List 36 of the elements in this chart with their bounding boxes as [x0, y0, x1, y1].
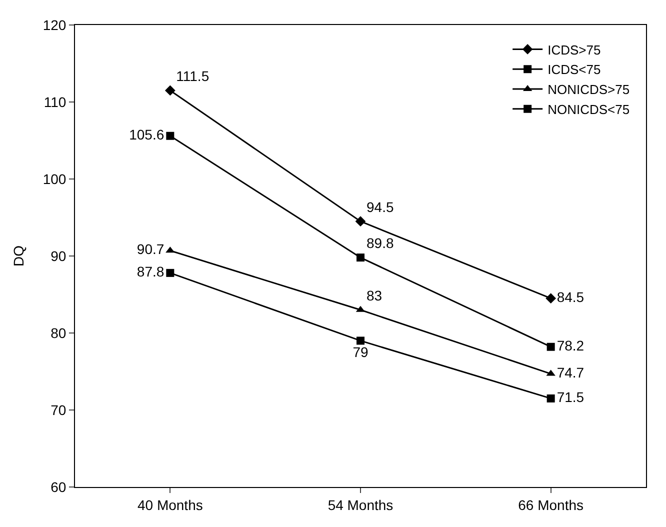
- point: [355, 216, 366, 227]
- legend-label: ICDS<75: [548, 62, 601, 78]
- y-tick-label: 90: [50, 248, 66, 264]
- data-label: 111.5: [176, 68, 210, 84]
- data-label: 79: [352, 344, 368, 360]
- data-label: 71.5: [556, 388, 584, 405]
- x-tick-label: 40 Months: [137, 496, 203, 513]
- point: [166, 268, 174, 277]
- legend-label: ICDS>75: [548, 42, 601, 58]
- data-label: 84.5: [556, 288, 584, 305]
- point: [546, 293, 556, 304]
- data-label: 105.6: [129, 126, 164, 142]
- y-tick-label: 80: [50, 324, 66, 341]
- y-tick-label: 70: [50, 402, 66, 418]
- legend-label: NONICDS<75: [548, 102, 630, 117]
- data-label: 87.8: [136, 263, 164, 280]
- point: [166, 132, 174, 140]
- data-label: 89.8: [366, 235, 394, 252]
- y-tick-label: 110: [44, 94, 66, 110]
- y-tick-label: 100: [42, 170, 66, 187]
- data-label: 94.5: [366, 198, 394, 215]
- y-axis-title: DQ: [10, 245, 26, 266]
- x-tick-label: 66 Months: [518, 496, 584, 513]
- point: [356, 336, 364, 345]
- data-label: 83: [366, 287, 382, 304]
- y-tick-label: 60: [50, 478, 66, 495]
- data-label: 90.7: [136, 241, 164, 258]
- y-tick-label: 120: [42, 16, 66, 33]
- point: [546, 394, 555, 402]
- point: [356, 254, 364, 262]
- point: [164, 85, 176, 96]
- legend-label: NONICDS>75: [548, 82, 630, 98]
- data-label: 78.2: [556, 337, 584, 354]
- x-tick-label: 54 Months: [328, 496, 394, 513]
- point: [546, 342, 555, 351]
- data-label: 74.7: [556, 364, 584, 380]
